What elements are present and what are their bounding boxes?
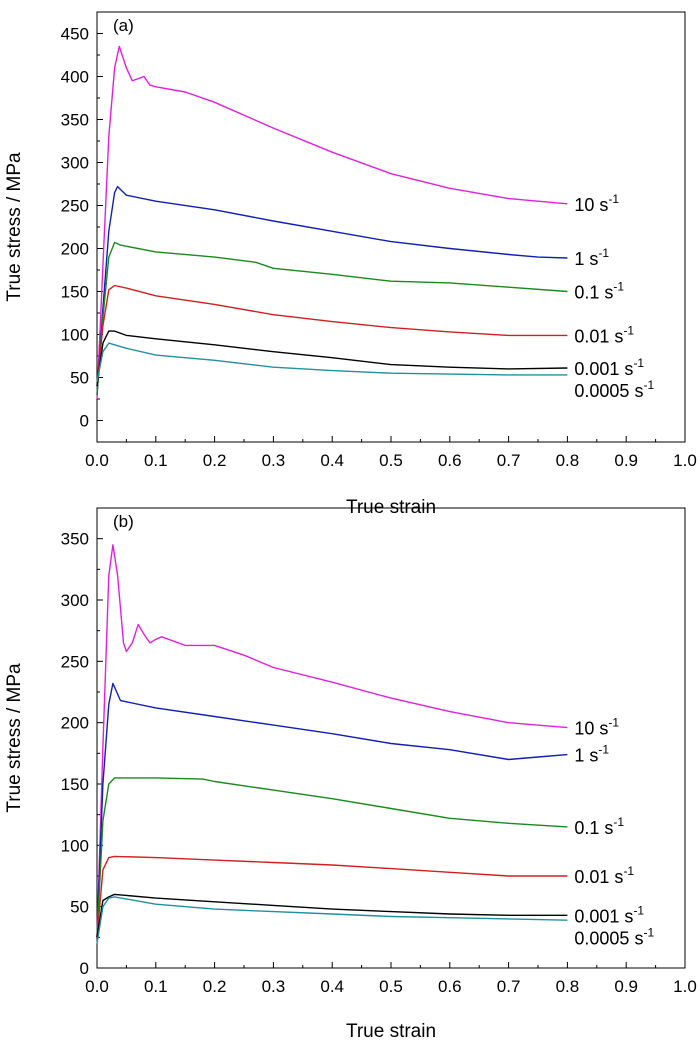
series-line [96, 544, 568, 938]
y-tick-label: 400 [61, 68, 89, 87]
series-label: 10 s-1 [574, 192, 619, 215]
y-tick-label: 450 [61, 25, 89, 44]
series-label: 10 s-1 [574, 716, 619, 739]
y-tick-label: 150 [61, 775, 89, 794]
x-tick-label: 0.2 [203, 451, 227, 470]
series-label: 0.001 s-1 [574, 903, 644, 926]
series-line [96, 330, 568, 387]
y-tick-label: 50 [70, 369, 89, 388]
x-tick-label: 0.4 [320, 451, 344, 470]
series-line [96, 896, 568, 944]
series-line [96, 893, 568, 938]
x-tick-label: 0.6 [438, 977, 462, 996]
series-line [96, 777, 568, 938]
y-tick-label: 100 [61, 326, 89, 345]
x-tick-label: 0.9 [614, 977, 638, 996]
y-tick-label: 250 [61, 197, 89, 216]
x-tick-label: 0.6 [438, 451, 462, 470]
x-tick-label: 0.7 [497, 977, 521, 996]
y-tick-label: 300 [61, 154, 89, 173]
y-tick-label: 300 [61, 591, 89, 610]
y-tick-label: 350 [61, 111, 89, 130]
x-tick-label: 0.0 [85, 451, 109, 470]
x-tick-label: 0.3 [262, 977, 286, 996]
y-tick-label: 350 [61, 530, 89, 549]
panel-label: (b) [113, 512, 134, 531]
x-tick-label: 0.9 [614, 451, 638, 470]
series-label: 0.01 s-1 [574, 864, 634, 887]
x-tick-label: 0.5 [379, 977, 403, 996]
series-label: 0.0005 s-1 [574, 378, 654, 401]
x-tick-label: 0.4 [320, 977, 344, 996]
y-tick-label: 100 [61, 836, 89, 855]
series-label: 1 s-1 [574, 743, 609, 766]
x-tick-label: 1.0 [673, 451, 697, 470]
x-tick-label: 0.0 [85, 977, 109, 996]
chart-panel-b: 0.0 0.1 0.2 0.3 0.4 0.5 0.6 0.7 0.8 0.9 1.0 0 50 100 1… [4, 507, 697, 1042]
y-axis-title: True stress / MPa [4, 152, 25, 302]
y-tick-label: 150 [61, 283, 89, 302]
x-tick-label: 1.0 [673, 977, 697, 996]
y-tick-label: 200 [61, 714, 89, 733]
x-tick-label: 0.1 [144, 451, 168, 470]
x-axis-title: True strain [346, 1021, 436, 1042]
y-tick-label: 250 [61, 652, 89, 671]
x-tick-label: 0.8 [556, 451, 580, 470]
series-line [96, 185, 568, 395]
panel-label: (a) [113, 16, 134, 35]
series-label: 0.0005 s-1 [574, 925, 654, 948]
x-tick-label: 0.3 [262, 451, 286, 470]
series-line [96, 284, 568, 387]
series-label: 0.001 s-1 [574, 356, 644, 379]
y-tick-label: 0 [80, 959, 89, 978]
y-tick-label: 50 [70, 898, 89, 917]
series-line [96, 241, 568, 395]
series-label: 0.1 s-1 [574, 815, 624, 838]
x-tick-label: 0.5 [379, 451, 403, 470]
series-line [96, 855, 568, 938]
y-tick-label: 200 [61, 240, 89, 259]
chart-panel-a: 0.0 0.1 0.2 0.3 0.4 0.5 0.6 0.7 0.8 0.9 1.0 0 50 100 1… [4, 11, 697, 518]
y-axis-title: True stress / MPa [4, 663, 25, 813]
series-line [96, 342, 568, 382]
x-tick-label: 0.2 [203, 977, 227, 996]
x-tick-label: 0.1 [144, 977, 168, 996]
y-tick-label: 0 [80, 412, 89, 431]
series-line [96, 45, 568, 400]
series-label: 1 s-1 [574, 246, 609, 269]
x-tick-label: 0.8 [556, 977, 580, 996]
series-line [96, 682, 568, 938]
series-label: 0.1 s-1 [574, 280, 624, 303]
x-tick-label: 0.7 [497, 451, 521, 470]
series-label: 0.01 s-1 [574, 323, 634, 346]
